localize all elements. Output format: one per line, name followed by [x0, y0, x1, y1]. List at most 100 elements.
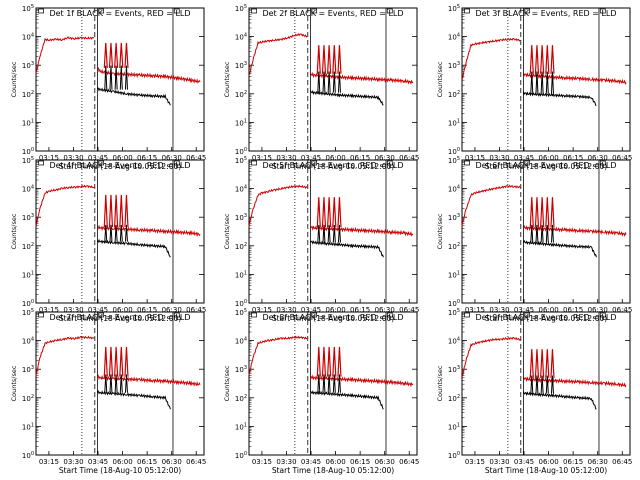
- events-spike: [327, 374, 331, 393]
- events-spike: [104, 374, 108, 393]
- events-spike: [109, 374, 113, 393]
- x-tick-label: 06:30: [588, 154, 608, 162]
- y-tick-label: 102: [448, 90, 460, 99]
- x-tick-label: 06:30: [375, 458, 395, 466]
- x-axis-label: Start Time (18-Aug-10 05:12:00): [485, 314, 607, 323]
- lld-spike: [337, 197, 342, 228]
- marker-flag: [38, 8, 44, 14]
- events-spike: [545, 375, 549, 394]
- x-tick-label: 03:15: [39, 458, 59, 466]
- x-tick-label: 03:30: [489, 154, 509, 162]
- lld-series-early: [35, 36, 95, 74]
- x-tick-label: 03:30: [489, 306, 509, 314]
- lld-spike: [316, 197, 321, 228]
- lld-spike: [550, 349, 555, 378]
- events-spike: [540, 375, 544, 394]
- marker-flag: [98, 160, 105, 166]
- y-tick-label: 100: [448, 451, 460, 460]
- lld-spike: [534, 349, 540, 378]
- x-axis-label: Start Time (18-Aug-10 05:12:00): [272, 466, 394, 475]
- y-tick-label: 101: [22, 422, 34, 431]
- lld-series-late: [522, 376, 627, 388]
- y-tick-label: 105: [235, 4, 247, 13]
- events-spike: [535, 375, 539, 394]
- panel-8: Det 8f BLACK = Events, RED = LLD 100 101 10…: [223, 308, 419, 475]
- y-tick-label: 103: [448, 61, 460, 70]
- plot-frame: [248, 7, 418, 152]
- lld-spike: [321, 45, 327, 74]
- marker-flag: [386, 312, 393, 318]
- x-tick-label: 03:15: [252, 154, 272, 162]
- panel-title: Det 5f BLACK = Events, RED = LLD: [262, 161, 403, 170]
- events-spike: [119, 374, 123, 393]
- x-tick-label: 06:30: [162, 458, 182, 466]
- x-tick-label: 06:15: [137, 154, 157, 162]
- lld-series-late: [97, 67, 201, 84]
- lld-spike: [114, 346, 119, 377]
- marker-flag: [251, 8, 257, 14]
- y-tick-label: 101: [448, 118, 460, 127]
- x-tick-label: 03:30: [276, 458, 296, 466]
- events-spike: [327, 71, 331, 93]
- lld-spike: [316, 45, 321, 74]
- y-tick-label: 103: [448, 213, 460, 222]
- y-tick-label: 101: [448, 422, 460, 431]
- y-tick-label: 104: [235, 33, 247, 42]
- events-series: [522, 239, 597, 258]
- y-tick-label: 102: [22, 242, 34, 251]
- x-tick-label: 03:45: [88, 306, 108, 314]
- y-tick-label: 104: [235, 185, 247, 194]
- x-tick-label: 06:45: [612, 458, 632, 466]
- x-tick-label: 03:45: [514, 458, 534, 466]
- x-tick-label: 06:45: [186, 458, 206, 466]
- y-axis-label: Counts/sec: [10, 365, 18, 401]
- x-tick-label: 03:45: [88, 458, 108, 466]
- x-tick-label: 06:00: [325, 458, 345, 466]
- y-tick-label: 101: [22, 118, 34, 127]
- lld-spike: [332, 346, 337, 377]
- lld-spike: [327, 197, 332, 228]
- x-tick-label: 06:30: [162, 306, 182, 314]
- x-tick-label: 03:15: [252, 306, 272, 314]
- y-tick-label: 105: [22, 308, 34, 317]
- lld-spike: [103, 346, 108, 377]
- x-tick-label: 06:15: [137, 458, 157, 466]
- y-tick-label: 102: [235, 394, 247, 403]
- events-series: [522, 391, 597, 410]
- x-tick-label: 06:15: [350, 154, 370, 162]
- events-spike: [109, 65, 113, 90]
- lld-series-early: [461, 37, 521, 80]
- events-spike: [322, 374, 326, 393]
- x-tick-label: 06:45: [399, 458, 419, 466]
- y-tick-label: 104: [448, 337, 460, 346]
- events-spike: [540, 224, 544, 243]
- lld-spike: [540, 45, 545, 74]
- events-spike: [545, 224, 549, 243]
- events-spike: [327, 224, 331, 243]
- marker-flag: [98, 312, 105, 318]
- lld-series-late: [309, 71, 414, 85]
- x-tick-label: 03:30: [63, 154, 83, 162]
- y-axis-label: Counts/sec: [223, 365, 231, 401]
- y-tick-label: 100: [22, 299, 34, 308]
- x-tick-label: 06:45: [186, 306, 206, 314]
- x-tick-label: 06:30: [162, 154, 182, 162]
- lld-series-early: [35, 184, 95, 226]
- lld-series-early: [248, 335, 308, 376]
- y-tick-label: 104: [235, 337, 247, 346]
- events-series: [96, 389, 171, 410]
- x-tick-label: 06:45: [399, 154, 419, 162]
- x-axis-label: Start Time (18-Aug-10 05:12:00): [59, 162, 181, 171]
- lld-spike: [332, 45, 337, 74]
- lld-spike: [545, 349, 550, 378]
- events-spike: [337, 224, 341, 243]
- lld-series-early: [461, 336, 521, 378]
- x-tick-label: 06:00: [112, 306, 132, 314]
- x-tick-label: 06:00: [325, 306, 345, 314]
- y-tick-label: 102: [22, 394, 34, 403]
- lld-spike: [327, 45, 332, 74]
- lld-series-early: [248, 33, 308, 77]
- x-tick-label: 06:00: [112, 154, 132, 162]
- x-tick-label: 06:15: [563, 306, 583, 314]
- lld-spike: [108, 42, 114, 69]
